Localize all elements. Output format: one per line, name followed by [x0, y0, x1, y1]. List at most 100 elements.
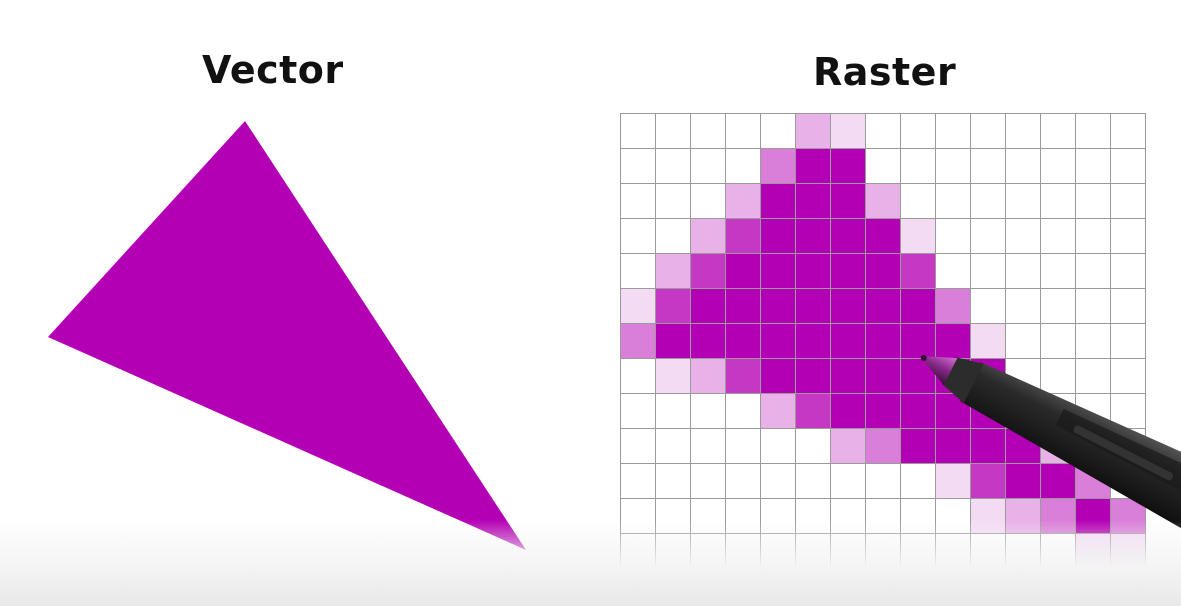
raster-pixel	[830, 358, 865, 393]
raster-pixel	[725, 113, 760, 148]
raster-pixel	[1110, 288, 1145, 323]
raster-pixel	[1075, 113, 1110, 148]
raster-pixel	[760, 428, 795, 463]
raster-pixel	[690, 183, 725, 218]
raster-pixel	[1075, 358, 1110, 393]
raster-pixel	[1110, 183, 1145, 218]
raster-pixel	[1005, 148, 1040, 183]
raster-pixel	[725, 253, 760, 288]
raster-label: Raster	[813, 50, 957, 94]
raster-pixel	[690, 498, 725, 533]
raster-pixel	[1075, 253, 1110, 288]
raster-pixel	[620, 218, 655, 253]
raster-grid	[620, 113, 1146, 569]
raster-pixel	[1005, 498, 1040, 533]
raster-pixel	[620, 428, 655, 463]
raster-pixel	[970, 323, 1005, 358]
raster-pixel	[900, 218, 935, 253]
raster-pixel	[865, 218, 900, 253]
raster-pixel	[1040, 288, 1075, 323]
vector-triangle	[48, 121, 526, 550]
raster-pixel	[900, 253, 935, 288]
raster-pixel	[935, 218, 970, 253]
raster-pixel	[1005, 183, 1040, 218]
raster-pixel	[620, 498, 655, 533]
raster-pixel	[795, 358, 830, 393]
raster-pixel	[620, 288, 655, 323]
raster-pixel	[1040, 148, 1075, 183]
raster-pixel	[795, 428, 830, 463]
raster-pixel	[865, 288, 900, 323]
raster-pixel	[620, 463, 655, 498]
raster-pixel	[760, 323, 795, 358]
raster-pixel	[865, 183, 900, 218]
raster-pixel	[900, 113, 935, 148]
raster-pixel	[1110, 218, 1145, 253]
raster-pixel	[1075, 288, 1110, 323]
raster-pixel	[690, 393, 725, 428]
raster-pixel	[865, 323, 900, 358]
raster-pixel	[935, 253, 970, 288]
raster-pixel	[655, 393, 690, 428]
raster-pixel	[690, 323, 725, 358]
raster-pixel	[900, 288, 935, 323]
raster-pixel	[1005, 463, 1040, 498]
raster-pixel	[935, 183, 970, 218]
raster-pixel	[900, 498, 935, 533]
raster-pixel	[935, 288, 970, 323]
raster-pixel	[725, 288, 760, 323]
raster-pixel	[1040, 498, 1075, 533]
raster-pixel	[725, 358, 760, 393]
raster-pixel	[935, 113, 970, 148]
raster-pixel	[795, 393, 830, 428]
vector-label: Vector	[202, 48, 344, 92]
raster-pixel	[1040, 183, 1075, 218]
raster-pixel	[970, 288, 1005, 323]
raster-pixel	[760, 358, 795, 393]
raster-pixel	[900, 393, 935, 428]
raster-pixel	[690, 113, 725, 148]
raster-pixel	[690, 148, 725, 183]
raster-pixel	[935, 323, 970, 358]
raster-pixel	[1005, 218, 1040, 253]
raster-pixel	[865, 148, 900, 183]
raster-pixel	[725, 218, 760, 253]
raster-pixel	[970, 218, 1005, 253]
raster-pixel	[1110, 113, 1145, 148]
raster-pixel	[1110, 323, 1145, 358]
raster-pixel	[830, 253, 865, 288]
raster-pixel	[760, 183, 795, 218]
raster-pixel	[830, 393, 865, 428]
raster-pixel	[1075, 183, 1110, 218]
raster-pixel	[795, 218, 830, 253]
raster-pixel	[970, 183, 1005, 218]
raster-pixel	[655, 113, 690, 148]
raster-pixel	[900, 463, 935, 498]
raster-pixel	[1075, 218, 1110, 253]
raster-pixel	[620, 393, 655, 428]
raster-pixel	[935, 428, 970, 463]
raster-pixel	[1040, 323, 1075, 358]
raster-pixel	[760, 463, 795, 498]
raster-pixel	[690, 288, 725, 323]
raster-pixel	[725, 393, 760, 428]
raster-pixel	[795, 183, 830, 218]
raster-pixel	[935, 533, 970, 568]
raster-pixel	[970, 253, 1005, 288]
raster-pixel	[865, 393, 900, 428]
raster-pixel	[620, 113, 655, 148]
raster-pixel	[760, 288, 795, 323]
raster-pixel	[760, 393, 795, 428]
stylus-pen-icon	[920, 354, 1181, 539]
raster-pixel	[620, 323, 655, 358]
raster-pixel	[970, 113, 1005, 148]
raster-pixel	[1040, 113, 1075, 148]
raster-pixel	[655, 498, 690, 533]
raster-pixel	[865, 428, 900, 463]
raster-pixel	[1040, 463, 1075, 498]
raster-pixel	[935, 148, 970, 183]
raster-pixel	[795, 498, 830, 533]
raster-pixel	[620, 148, 655, 183]
raster-pixel	[620, 253, 655, 288]
